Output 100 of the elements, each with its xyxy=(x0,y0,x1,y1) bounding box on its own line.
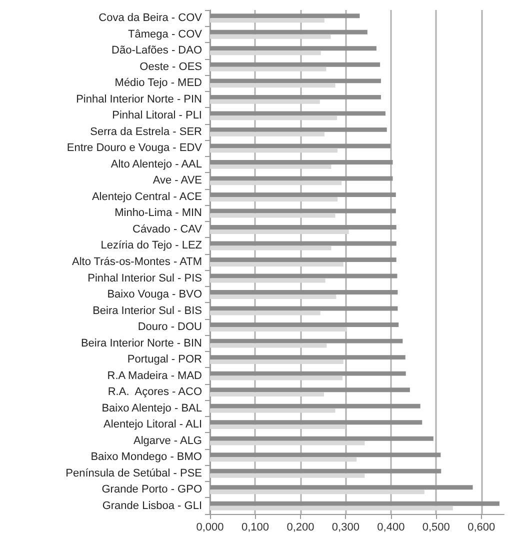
bar xyxy=(210,18,324,23)
y-tick-label: Pinhal Interior Norte - PIN xyxy=(76,93,202,106)
y-tick-label: Oeste - OES xyxy=(140,60,202,73)
bar xyxy=(210,457,357,462)
y-tick-label: Grande Lisboa - GLI xyxy=(102,500,202,512)
bar xyxy=(210,83,336,88)
bar xyxy=(210,278,326,283)
bar xyxy=(210,501,500,506)
bar xyxy=(210,144,390,148)
y-tick-label: Serra da Estrela - SER xyxy=(90,126,202,138)
bar xyxy=(210,99,320,104)
bar xyxy=(210,436,434,441)
bar xyxy=(210,132,324,136)
x-tick-label: 0,500 xyxy=(422,522,450,534)
bar xyxy=(210,116,338,120)
bar xyxy=(210,148,338,153)
bar xyxy=(210,310,320,316)
bar xyxy=(210,388,410,392)
bar xyxy=(210,360,344,364)
bar xyxy=(210,322,399,328)
bar xyxy=(210,241,396,246)
bar xyxy=(210,343,327,348)
bar xyxy=(210,338,403,344)
bar xyxy=(210,371,406,376)
bar xyxy=(210,290,398,295)
bar xyxy=(210,424,346,430)
bar xyxy=(210,490,424,494)
y-tick-label: Alentejo Litoral - ALI xyxy=(104,418,202,431)
y-tick-label: Dão-Lafões - DAO xyxy=(112,44,202,57)
y-tick-label: Pinhal Litoral - PLI xyxy=(112,110,202,122)
bar xyxy=(210,376,343,380)
x-tick-label: 0,100 xyxy=(241,522,269,534)
bar xyxy=(210,66,326,72)
bar xyxy=(210,46,376,51)
y-tick-label: Alto Trás-os-Montes - ATM xyxy=(72,256,202,268)
y-tick-label: Algarve - ALG xyxy=(134,434,202,447)
y-tick-label: Península de Setúbal - PSE xyxy=(66,467,202,480)
x-tick-label: 0,600 xyxy=(468,522,496,534)
bar xyxy=(210,246,332,250)
y-tick-label: R.A. Açores - ACO xyxy=(108,386,202,398)
y-tick-label: Douro - DOU xyxy=(138,321,202,334)
bar xyxy=(210,180,342,186)
y-tick-label: Baixo Vouga - BVO xyxy=(107,288,202,301)
bar xyxy=(210,208,396,214)
bar xyxy=(210,262,344,266)
bar xyxy=(210,213,336,218)
bar xyxy=(210,327,347,332)
y-tick-label: Baixo Mondego - BMO xyxy=(90,451,202,464)
y-tick-label: Portugal - POR xyxy=(127,354,202,366)
y-tick-label: Médio Tejo - MED xyxy=(114,77,202,90)
bar xyxy=(210,274,398,278)
y-tick-label: Baixo Alentejo - BAL xyxy=(102,402,202,414)
bar xyxy=(210,14,360,18)
y-tick-label: Grande Porto - GPO xyxy=(102,484,202,496)
bar xyxy=(210,176,393,181)
bar xyxy=(210,225,396,230)
y-tick-label: Beira Interior Sul - BIS xyxy=(92,304,202,317)
bar xyxy=(210,164,332,169)
bar xyxy=(210,392,324,397)
x-tick-label: 0,300 xyxy=(332,522,360,534)
y-tick-label: Alentejo Central - ACE xyxy=(92,190,202,203)
bar xyxy=(210,34,331,39)
y-tick-label: R.A Madeira - MAD xyxy=(107,370,202,382)
bar xyxy=(210,452,441,458)
bar xyxy=(210,404,420,408)
bar xyxy=(210,408,336,413)
bar xyxy=(210,127,387,132)
y-tick-label: Minho-Lima - MIN xyxy=(114,207,202,220)
bar xyxy=(210,420,422,425)
bar xyxy=(210,468,442,474)
bar xyxy=(210,485,473,490)
bar xyxy=(210,160,393,164)
y-tick-label: Lezíria do Tejo - LEZ xyxy=(100,240,202,252)
x-tick-label: 0,000 xyxy=(196,522,224,534)
y-tick-label: Ave - AVE xyxy=(152,174,202,187)
bar xyxy=(210,30,368,34)
y-tick-label: Cávado - CAV xyxy=(132,223,203,236)
bar xyxy=(210,258,396,262)
y-tick-label: Beira Interior Norte - BIN xyxy=(80,337,202,350)
bar xyxy=(210,111,386,116)
y-tick-label: Entre Douro e Vouga - EDV xyxy=(66,142,203,154)
bar xyxy=(210,294,336,299)
y-tick-label: Alto Alentejo - AAL xyxy=(110,158,202,170)
bar xyxy=(210,306,398,311)
bar xyxy=(210,229,349,234)
bar xyxy=(210,62,380,67)
bar xyxy=(210,94,381,100)
bar xyxy=(210,355,406,360)
y-tick-label: Tâmega - COV xyxy=(128,28,203,40)
bar xyxy=(210,78,381,84)
bar xyxy=(210,440,365,446)
bar xyxy=(210,50,321,56)
y-tick-label: Pinhal Interior Sul - PIS xyxy=(88,272,202,284)
bar xyxy=(210,473,365,478)
bar xyxy=(210,506,453,510)
x-tick-label: 0,200 xyxy=(286,522,314,534)
x-tick-label: 0,400 xyxy=(377,522,405,534)
y-tick-label: Cova da Beira - COV xyxy=(98,12,203,24)
bar xyxy=(210,192,396,197)
bar xyxy=(210,196,338,202)
